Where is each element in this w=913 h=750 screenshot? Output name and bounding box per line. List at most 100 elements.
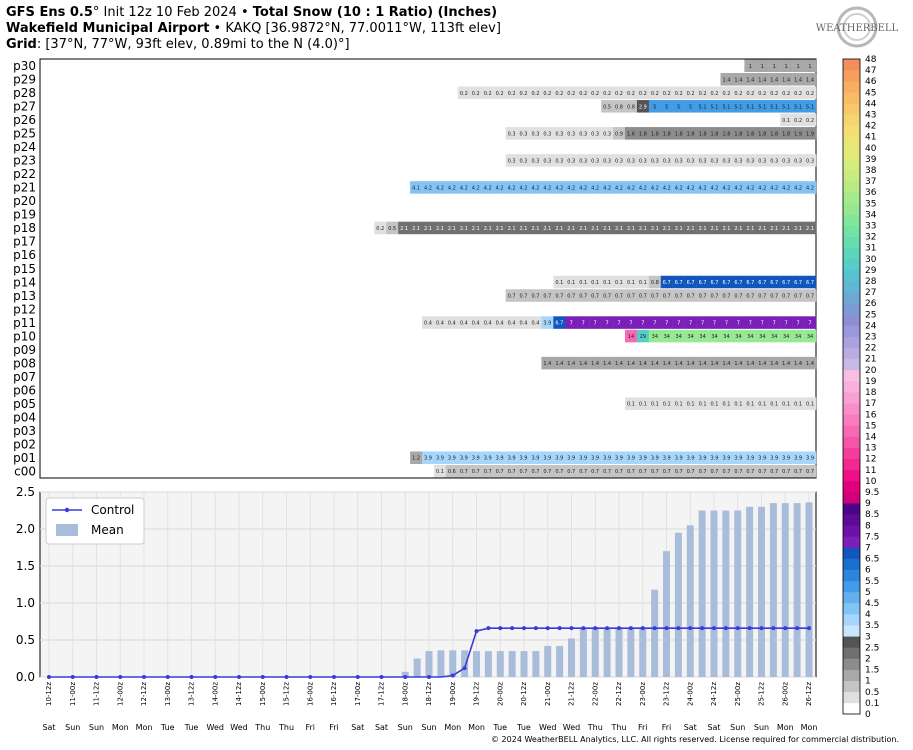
heatmap-cell [756,181,769,194]
cell-value: 0.3 [567,158,575,164]
heatmap-cell [792,356,805,370]
cell-value: 2.1 [520,226,528,232]
copyright-notice: © 2024 WeatherBELL Analytics, LLC. All r… [491,735,899,744]
heatmap-cell [744,464,757,478]
heatmap-cell [708,181,721,194]
heatmap-cell [756,221,769,235]
heatmap-cell [768,397,781,410]
heatmap-cell [744,59,757,73]
x-tick-label: 23-12z [663,682,671,706]
heatmap-cell [768,154,781,167]
heatmap-cell [577,154,590,167]
heatmap-cell [529,221,542,235]
heatmap-cell [720,451,733,464]
heatmap-cell [684,127,697,140]
heatmap-cell [613,154,626,167]
cell-value: 1.4 [663,361,671,367]
cell-value: 34 [807,334,813,340]
heatmap-cell [505,221,518,235]
colorbar-segment [843,136,860,149]
heatmap-cell [756,86,769,100]
heatmap-cell [589,464,602,478]
cell-value: 3.9 [579,456,587,462]
heatmap-cell [445,316,459,329]
x-tick-label: 20-00z [496,682,504,706]
heatmap-cell [672,289,685,302]
mean-bar [425,651,433,677]
heatmap-cell [744,397,757,410]
colorbar-segment [843,580,860,593]
cell-value: 0.7 [663,469,671,475]
cell-value: 1.4 [734,77,742,83]
cell-value: 2.1 [627,226,635,232]
member-label: p06 [13,383,36,397]
heatmap-cell [780,127,793,140]
cell-value: 4.2 [555,185,563,191]
heatmap-cell [589,289,602,302]
heatmap-cell [624,316,638,329]
heatmap-cell [493,86,506,100]
cell-value: 0.7 [782,294,790,300]
cell-value: 1.4 [770,77,778,83]
colorbar-segment [843,480,860,493]
colorbar-segment [843,292,860,304]
cell-value: 0.2 [687,91,695,97]
heatmap-cell [792,221,805,235]
cell-value: 0.1 [711,402,719,408]
day-label: Mon [777,723,794,732]
heatmap-cell [410,221,423,235]
cell-value: 1.4 [794,361,802,367]
cell-value: 0.7 [520,469,528,475]
cell-value: 6.7 [782,280,790,286]
day-label: Wed [230,723,247,732]
heatmap-cell [565,316,578,329]
x-tick-label: 19-00z [449,682,457,706]
x-tick-label: 18-00z [401,682,409,706]
heatmap-cell [804,127,817,140]
heatmap-cell [684,181,697,194]
cell-value: 0.7 [543,294,551,300]
svg-text:WEATHERBELL: WEATHERBELL [816,23,899,34]
cell-value: 0.7 [579,294,587,300]
cell-value: 0.2 [472,91,480,97]
colorbar-segment [843,247,860,260]
colorbar-segment [843,591,860,604]
cell-value: 34 [664,334,670,340]
day-label: Sun [754,723,769,732]
heatmap-cell [708,397,721,410]
colorbar-tick-label: 7 [865,543,871,553]
heatmap-cell [792,464,805,478]
cell-value: 0.1 [722,402,730,408]
colorbar-tick-label: 29 [865,266,877,276]
heatmap-cell [708,356,721,370]
colorbar-tick-label: 7.5 [865,532,879,542]
colorbar-segment [843,269,860,282]
day-label: Mon [444,723,461,732]
cell-value: 5.1 [722,104,730,110]
heatmap-cell [660,127,673,140]
heatmap-cell [708,221,721,235]
cell-value: 0.3 [567,131,575,137]
cell-value: 1.8 [639,131,647,137]
heatmap-cell [660,451,673,464]
heatmap-cell [732,275,745,289]
heatmap-cell [601,154,614,167]
cell-value: 7 [773,321,776,327]
cell-value: 1.4 [627,361,635,367]
colorbar-segment [843,636,860,648]
heatmap-cell [780,451,793,464]
heatmap-cell [505,316,518,329]
colorbar-tick-label: 6 [865,566,871,576]
day-label: Tue [184,723,199,732]
mean-bar [805,502,813,677]
heatmap-cell [577,181,590,194]
mean-bar [473,651,480,677]
heatmap-cell [684,329,697,343]
heatmap-cell [768,329,781,343]
heatmap-cell [792,289,805,302]
mean-bar [437,650,445,677]
heatmap-cell [672,329,685,343]
colorbar-segment [843,436,860,448]
colorbar-segment [843,170,860,182]
